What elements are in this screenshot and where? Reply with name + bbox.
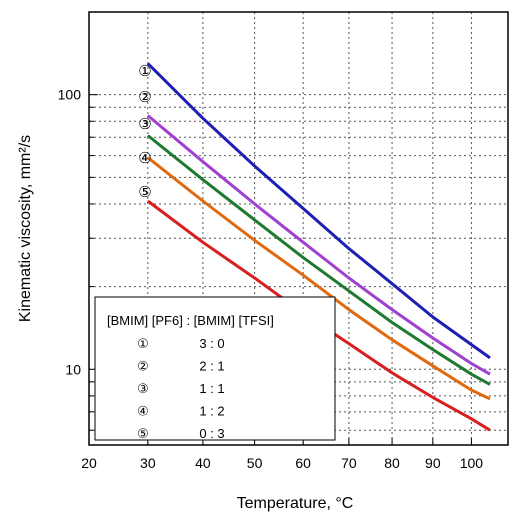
legend-header: [BMIM] [PF6] : [BMIM] [TFSI]	[107, 313, 274, 328]
x-tick-label: 40	[195, 455, 211, 471]
x-axis-label: Temperature, °C	[237, 495, 354, 512]
curve-label-5: ⑤	[138, 184, 151, 201]
curve-labels: ① ② ③ ④ ⑤	[138, 63, 151, 201]
legend-box	[94, 296, 336, 441]
x-tick-label: 20	[81, 455, 97, 471]
series-line-3	[146, 134, 491, 386]
y-tick-label: 10	[65, 361, 81, 377]
legend-ratio-1: 3 : 0	[199, 336, 224, 351]
curve-label-2: ②	[138, 89, 151, 106]
curve-label-1: ①	[138, 63, 151, 80]
legend-marker-3: ③	[137, 381, 149, 396]
series-lines	[146, 62, 491, 432]
x-tick-labels: 20 30 40 50 60 70 80 90 100	[81, 455, 483, 471]
legend-marker-5: ⑤	[137, 426, 149, 441]
x-tick-label: 70	[341, 455, 357, 471]
legend-ratio-2: 2 : 1	[199, 359, 224, 374]
legend-marker-2: ②	[137, 359, 149, 374]
legend-marker-1: ①	[137, 336, 149, 351]
legend-ratio-4: 1 : 2	[199, 404, 224, 419]
series-line-2	[146, 114, 491, 376]
legend-marker-4: ④	[137, 404, 149, 419]
x-tick-label: 30	[140, 455, 156, 471]
x-tick-label: 100	[460, 455, 484, 471]
legend-ratio-5: 0 : 3	[199, 426, 224, 441]
x-tick-label: 50	[247, 455, 263, 471]
legend-rows: ① 3 : 0 ② 2 : 1 ③ 1 : 1 ④ 1 : 2 ⑤ 0 : 3	[137, 336, 224, 441]
x-tick-label: 90	[425, 455, 441, 471]
x-tick-label: 80	[384, 455, 400, 471]
x-tick-label: 60	[295, 455, 311, 471]
y-axis-label: Kinematic viscosity, mm²/s	[17, 135, 34, 322]
plot-frame	[88, 11, 509, 446]
series-line-4	[146, 156, 491, 401]
legend: [BMIM] [PF6] : [BMIM] [TFSI] ① 3 : 0 ② 2 : …	[94, 296, 336, 441]
curve-label-4: ④	[138, 150, 151, 167]
curve-label-3: ③	[138, 116, 151, 133]
series-line-5	[146, 199, 491, 432]
y-tick-label: 100	[58, 87, 82, 103]
y-tick-labels: 10 100	[58, 87, 82, 378]
legend-ratio-3: 1 : 1	[199, 381, 224, 396]
series-line-1	[146, 62, 491, 360]
